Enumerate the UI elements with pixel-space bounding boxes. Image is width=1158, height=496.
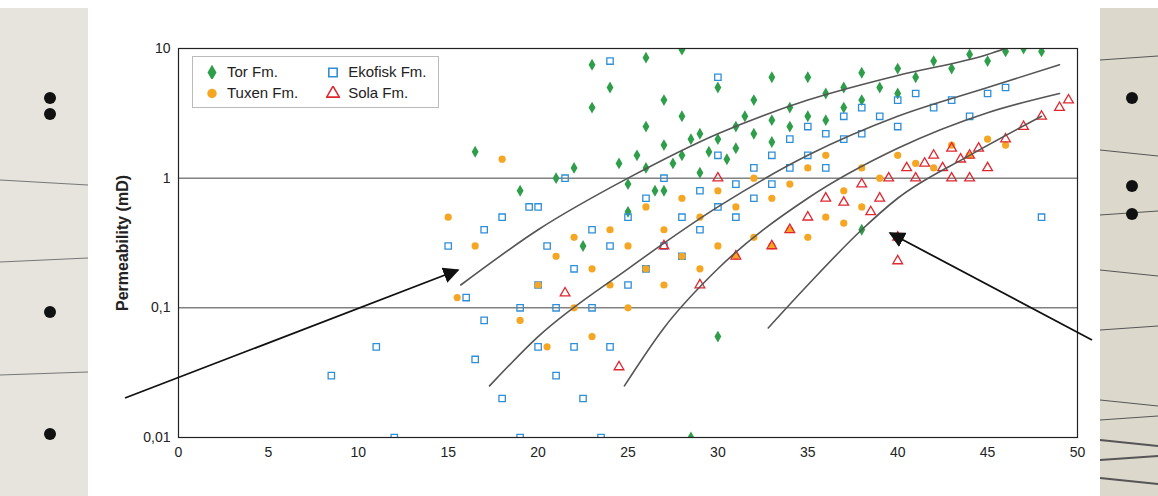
- svg-text:10: 10: [155, 40, 171, 56]
- svg-text:40: 40: [890, 444, 906, 460]
- svg-text:45: 45: [980, 444, 996, 460]
- svg-text:25: 25: [620, 444, 636, 460]
- svg-text:15: 15: [440, 444, 456, 460]
- svg-text:5: 5: [265, 444, 273, 460]
- html-text:Tuxen Fm.: Tuxen Fm.: [227, 84, 299, 101]
- svg-text:10: 10: [351, 444, 367, 460]
- html-text:Ekofisk Fm.: Ekofisk Fm.: [348, 63, 427, 80]
- svg-text:0,1: 0,1: [151, 299, 171, 315]
- svg-text:Permeability (mD): Permeability (mD): [114, 175, 131, 311]
- svg-text:30: 30: [710, 444, 726, 460]
- html-text:Tor Fm.: Tor Fm.: [227, 63, 278, 80]
- svg-text:50: 50: [1070, 444, 1086, 460]
- svg-text:1: 1: [163, 170, 171, 186]
- svg-text:35: 35: [800, 444, 816, 460]
- svg-text:20: 20: [530, 444, 546, 460]
- html-text:Sola Fm.: Sola Fm.: [348, 84, 409, 101]
- svg-text:0,01: 0,01: [143, 429, 170, 445]
- svg-text:0: 0: [175, 444, 183, 460]
